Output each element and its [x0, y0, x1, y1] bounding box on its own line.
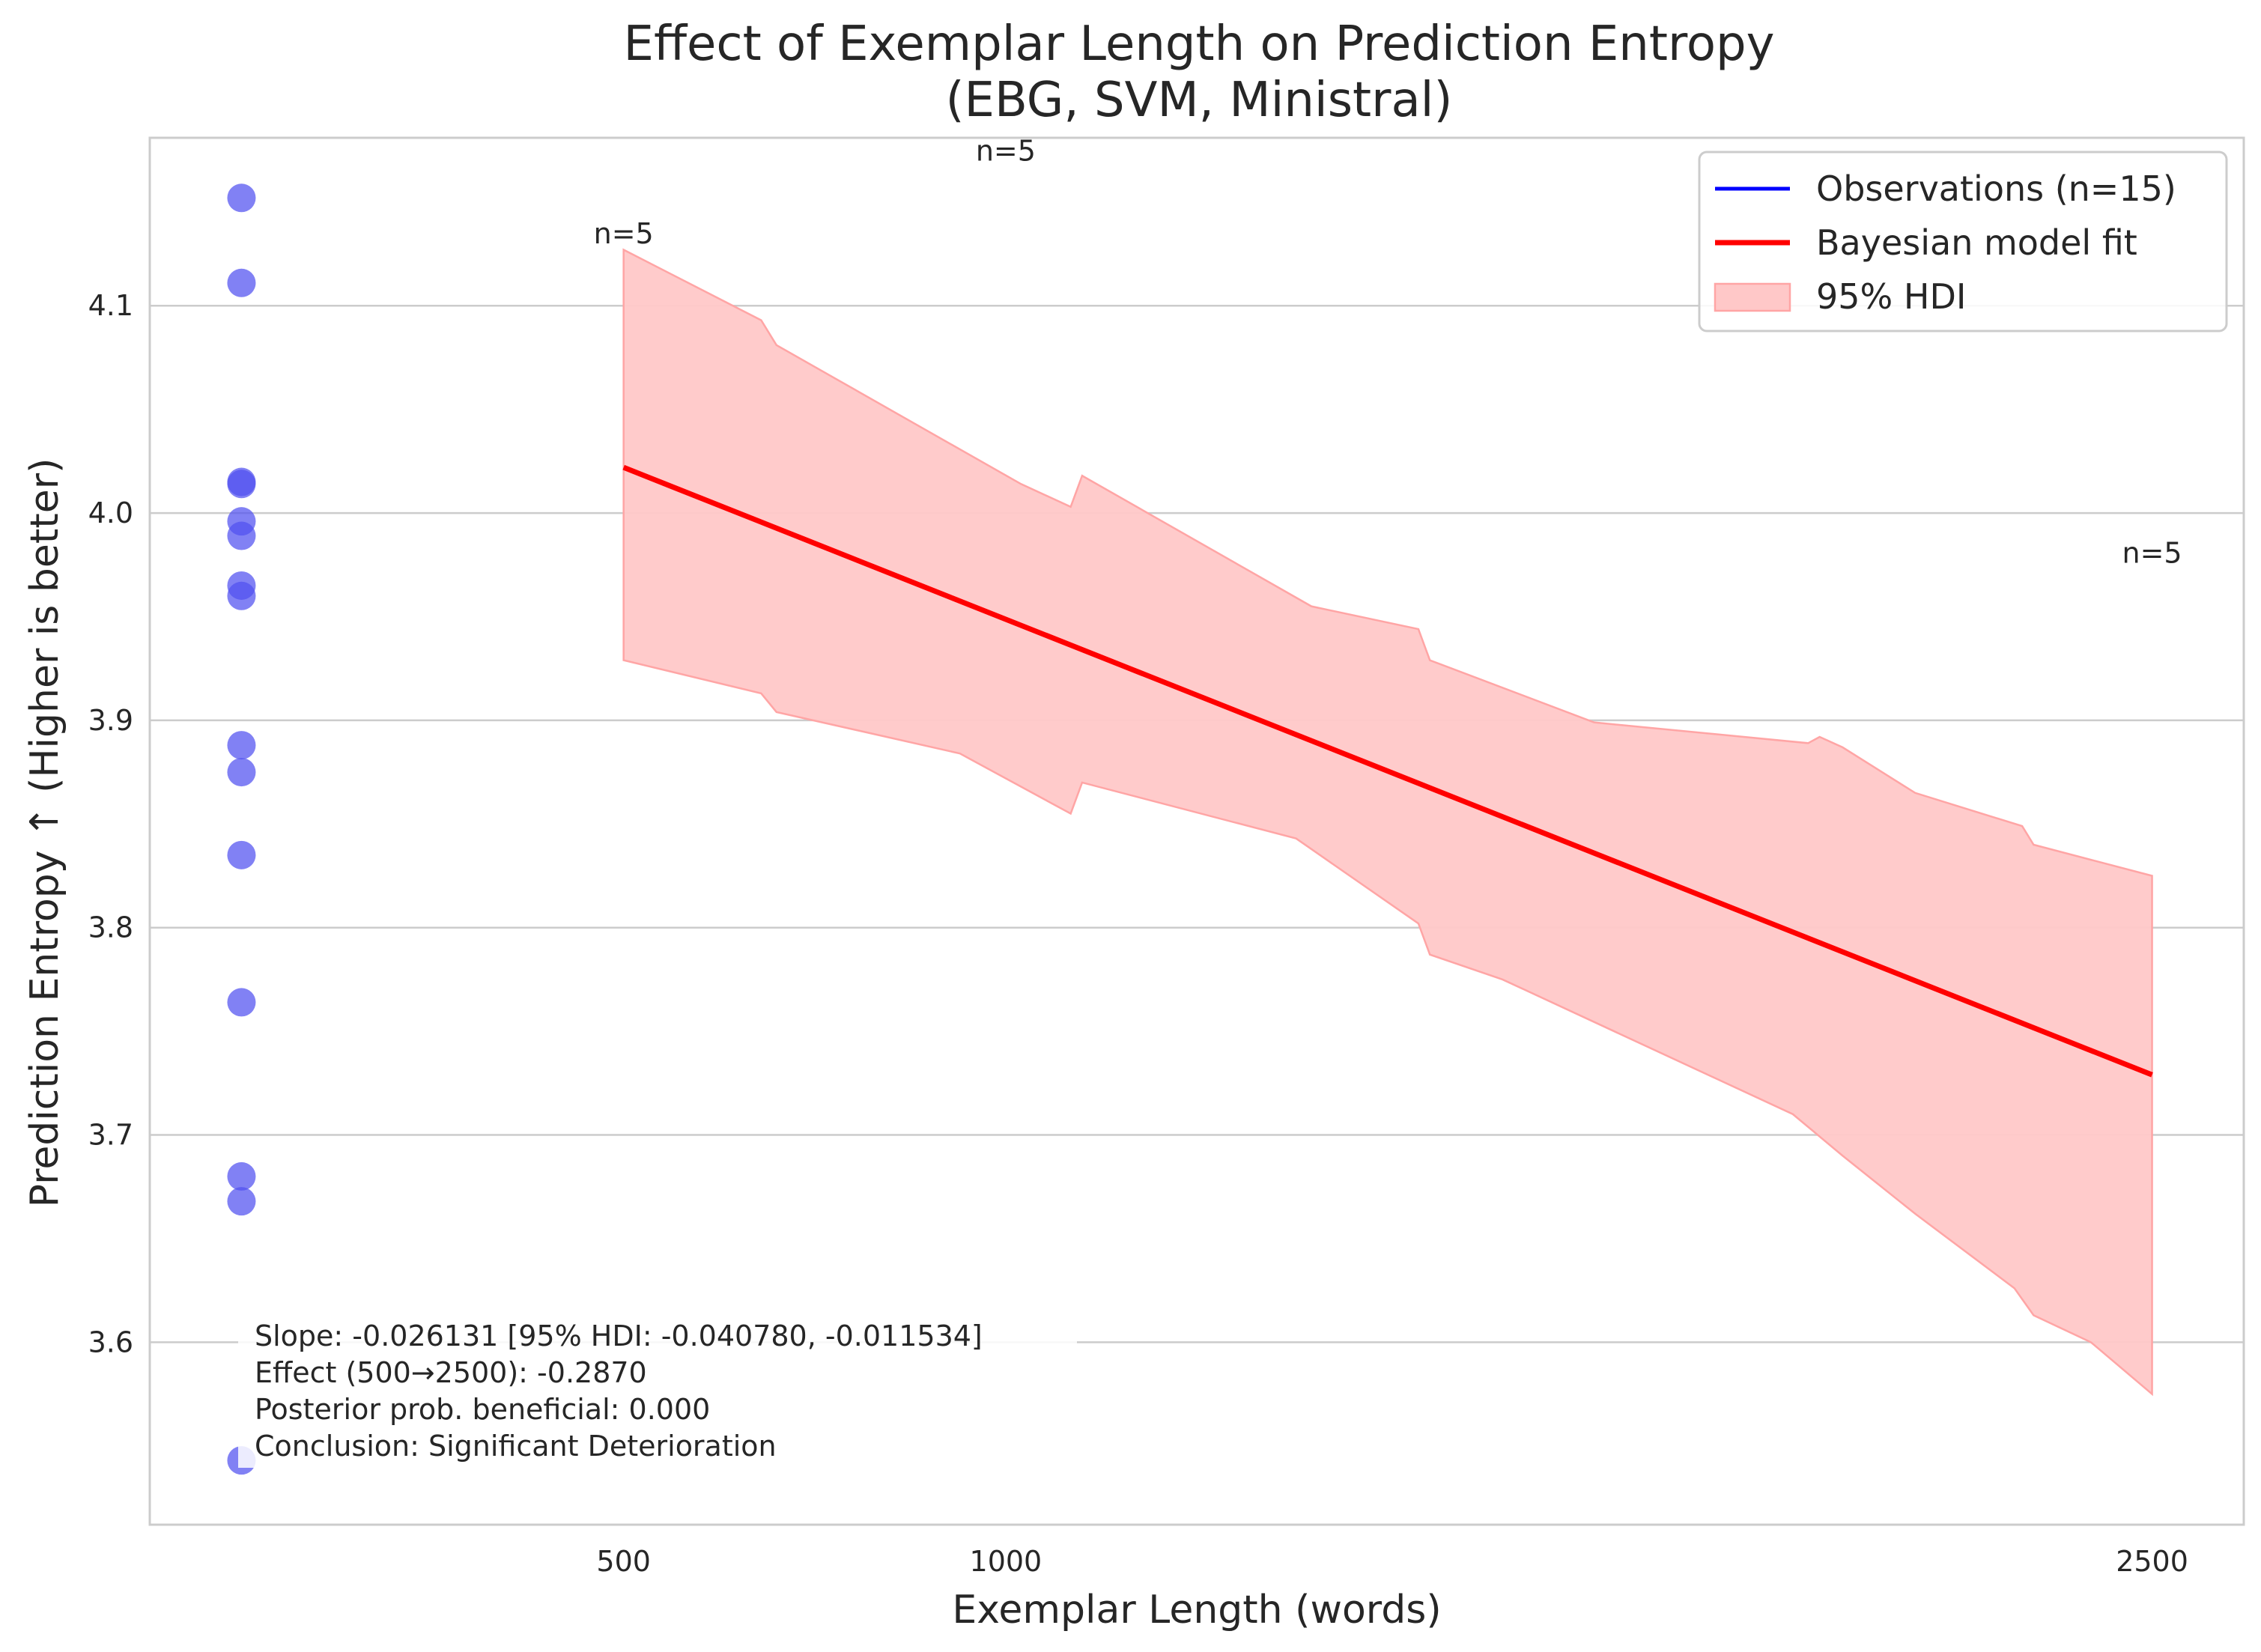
x-tick-labels: 500 1000 2500: [596, 1545, 2188, 1578]
y-tick-label: 3.7: [88, 1119, 133, 1152]
legend-label: Bayesian model fit: [1816, 222, 2137, 263]
y-tick-labels: 3.6 3.7 3.8 3.9 4.0 4.1: [88, 289, 133, 1358]
legend: Observations (n=15) Bayesian model fit 95%…: [1698, 151, 2228, 332]
observation-point: [227, 988, 256, 1017]
sample-size-annotations: n=5 n=5 n=5: [594, 134, 2182, 569]
legend-frame: [1698, 151, 2228, 332]
model-fit-layer: [622, 464, 2153, 1078]
hdi-band-layer: [622, 248, 2153, 1397]
stats-box: Slope: -0.026131 [95% HDI: -0.040780, -0…: [238, 1320, 1077, 1468]
y-axis-label: Prediction Entropy ↑ (Higher is better): [22, 458, 67, 1208]
y-gridlines: [150, 304, 2244, 1343]
sample-size-label: n=5: [976, 134, 1036, 167]
y-tick-label: 3.8: [88, 911, 133, 944]
stats-line: Slope: -0.026131 [95% HDI: -0.040780, -0…: [255, 1320, 983, 1352]
y-tick-label: 4.0: [88, 496, 133, 529]
x-tick-label: 1000: [970, 1545, 1043, 1578]
stats-line: Posterior prob. beneficial: 0.000: [255, 1393, 710, 1426]
observation-point: [227, 731, 256, 760]
chart-title-line-1: Effect of Exemplar Length on Prediction …: [624, 16, 1775, 72]
observation-point: [227, 268, 256, 297]
observation-point: [227, 183, 256, 213]
stats-line: Effect (500→2500): -0.2870: [255, 1356, 647, 1389]
observation-point: [227, 581, 256, 610]
x-tick-label: 2500: [2116, 1545, 2188, 1578]
model-fit-line: [622, 464, 2153, 1078]
x-axis-label: Exemplar Length (words): [952, 1588, 1441, 1633]
stats-line: Conclusion: Significant Deterioration: [255, 1430, 777, 1463]
observation-point: [227, 521, 256, 550]
observation-point: [227, 470, 256, 499]
observation-points: [227, 183, 256, 1475]
x-tick-label: 500: [596, 1545, 651, 1578]
observation-point: [227, 840, 256, 869]
legend-label: Observations (n=15): [1816, 168, 2176, 209]
sample-size-label: n=5: [594, 217, 654, 250]
observation-point: [227, 1161, 256, 1191]
observation-point: [227, 1187, 256, 1216]
y-tick-label: 4.1: [88, 289, 133, 322]
y-tick-label: 3.6: [88, 1325, 133, 1358]
sample-size-label: n=5: [2122, 537, 2182, 570]
y-tick-label: 3.9: [88, 704, 133, 737]
stats-box-background: [238, 1324, 1077, 1468]
hdi-band: [622, 248, 2153, 1397]
plot-area-frame: [148, 136, 2245, 1526]
legend-swatch: [1714, 282, 1791, 312]
legend-label: 95% HDI: [1816, 276, 1966, 317]
observation-point: [227, 758, 256, 787]
chart-title-line-2: (EBG, SVM, Ministral): [946, 73, 1453, 128]
